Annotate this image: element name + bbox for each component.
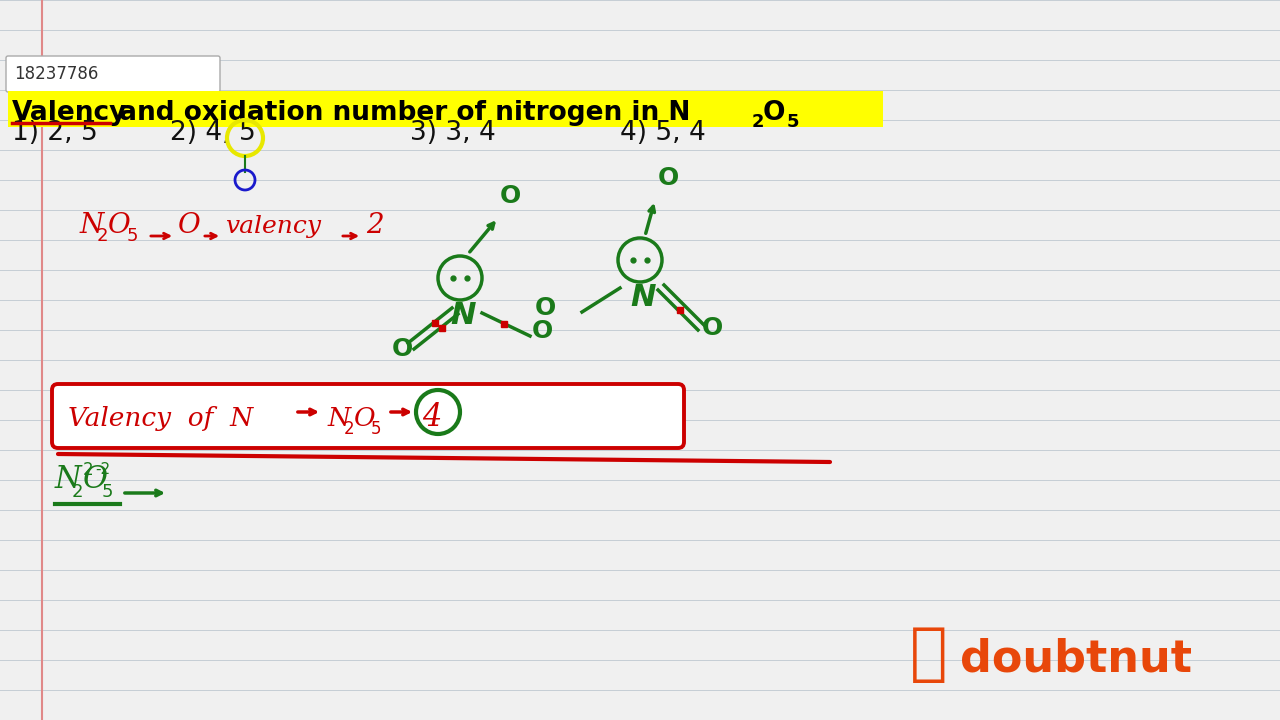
- Text: O: O: [658, 166, 680, 190]
- FancyBboxPatch shape: [52, 384, 684, 448]
- Text: O: O: [535, 296, 557, 320]
- Text: 4: 4: [422, 402, 442, 433]
- Text: 1) 2, 5: 1) 2, 5: [12, 120, 97, 146]
- Text: valency: valency: [225, 215, 321, 238]
- Text: O: O: [392, 337, 413, 361]
- Text: and oxidation number of nitrogen in N: and oxidation number of nitrogen in N: [110, 100, 690, 126]
- Text: N: N: [55, 464, 82, 495]
- Text: N: N: [451, 301, 475, 330]
- Text: 2: 2: [97, 227, 109, 245]
- Text: O: O: [701, 316, 723, 340]
- Text: N: N: [328, 406, 351, 431]
- Text: N: N: [630, 283, 655, 312]
- Text: doubtnut: doubtnut: [960, 638, 1192, 681]
- Text: ⓓ: ⓓ: [910, 625, 947, 685]
- Text: 2: 2: [753, 113, 764, 131]
- Text: 2: 2: [83, 461, 93, 479]
- Text: 4) 5, 4: 4) 5, 4: [620, 120, 705, 146]
- Text: O: O: [178, 212, 201, 239]
- FancyBboxPatch shape: [6, 56, 220, 92]
- Text: O: O: [83, 464, 108, 495]
- Text: O: O: [355, 406, 375, 431]
- Text: 2: 2: [366, 212, 384, 239]
- Text: O: O: [500, 184, 521, 208]
- FancyBboxPatch shape: [8, 91, 883, 127]
- Text: Valency: Valency: [12, 100, 128, 126]
- Text: 2: 2: [72, 483, 83, 501]
- Text: N: N: [79, 212, 104, 239]
- Text: 5: 5: [787, 113, 800, 131]
- Text: O: O: [108, 212, 131, 239]
- Text: 5: 5: [102, 483, 114, 501]
- Text: 5: 5: [371, 420, 381, 438]
- Text: 2) 4, 5: 2) 4, 5: [170, 120, 256, 146]
- Text: 2: 2: [344, 420, 355, 438]
- Text: 5: 5: [127, 227, 138, 245]
- Text: O: O: [763, 100, 786, 126]
- Text: -2: -2: [95, 462, 110, 477]
- Text: 3) 3, 4: 3) 3, 4: [410, 120, 495, 146]
- Text: O: O: [532, 319, 553, 343]
- Text: Valency  of  N: Valency of N: [68, 406, 253, 431]
- Text: 18237786: 18237786: [14, 65, 99, 83]
